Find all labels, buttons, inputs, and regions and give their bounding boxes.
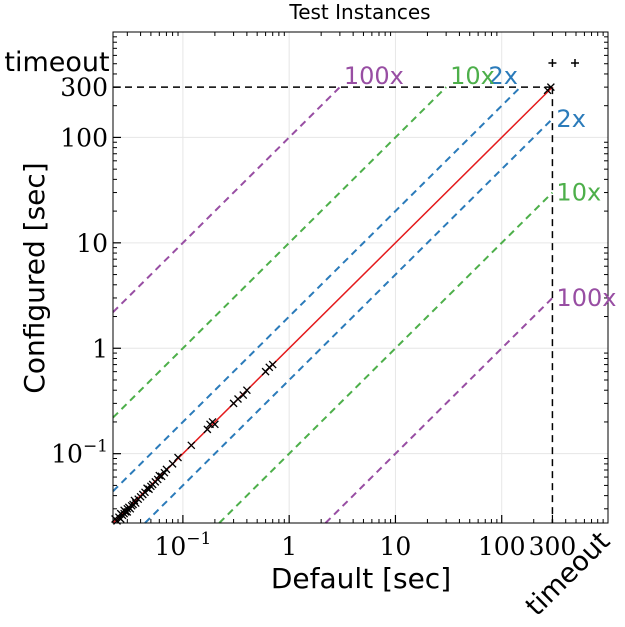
diagonal-line	[112, 86, 553, 524]
x-axis-label: Default [sec]	[271, 562, 451, 595]
x-tick-label: 300	[529, 532, 577, 561]
data-point	[174, 453, 182, 462]
ratio-line-above	[112, 86, 341, 313]
y-tick-label: 10−1	[51, 437, 108, 469]
ratio-line-below	[324, 297, 554, 524]
ratio-lines	[112, 86, 554, 524]
x-tick-label: 100	[478, 532, 526, 561]
ratio-label-top: 100x	[344, 62, 404, 90]
y-axis-label: Configured [sec]	[18, 162, 51, 393]
y-timeout-label: timeout	[4, 47, 109, 78]
timeout-point	[548, 59, 557, 67]
y-tick-label: 10	[76, 229, 108, 258]
data-point	[210, 420, 219, 429]
grid	[113, 32, 608, 523]
ratio-label-right: 2x	[556, 105, 585, 133]
ratio-label-top: 2x	[488, 62, 517, 90]
data-point	[239, 391, 248, 399]
x-tick-label: 1	[281, 532, 297, 561]
plot-frame	[112, 31, 609, 524]
data-point	[155, 471, 164, 480]
y-tick-label: 300	[60, 73, 108, 102]
x-tick-label: 10−1	[154, 529, 211, 561]
timeout-point	[571, 59, 579, 67]
ratio-line-below	[144, 118, 554, 524]
data-point	[234, 395, 242, 403]
data-points	[111, 59, 579, 525]
data-point	[131, 499, 140, 508]
ratio-label-top: 10x	[450, 62, 495, 90]
data-point	[141, 488, 149, 497]
chart-title: Test Instances	[288, 0, 430, 24]
ratio-label-right: 10x	[556, 179, 601, 207]
cutoff-lines	[113, 86, 554, 523]
data-point	[168, 459, 177, 468]
ratio-line-above	[112, 86, 522, 492]
data-point	[268, 360, 277, 369]
ratio-line-below	[218, 191, 554, 524]
data-point	[546, 83, 555, 92]
y-tick-label: 100	[60, 123, 108, 152]
x-tick-label: 10	[380, 532, 412, 561]
diagonal-line	[112, 86, 553, 524]
y-tick-label: 1	[92, 334, 108, 363]
data-point	[203, 425, 212, 434]
data-point	[143, 484, 152, 493]
data-point	[187, 441, 196, 450]
data-point	[242, 386, 251, 395]
ratio-label-right: 100x	[556, 284, 616, 312]
ratio-line-above	[112, 86, 447, 419]
